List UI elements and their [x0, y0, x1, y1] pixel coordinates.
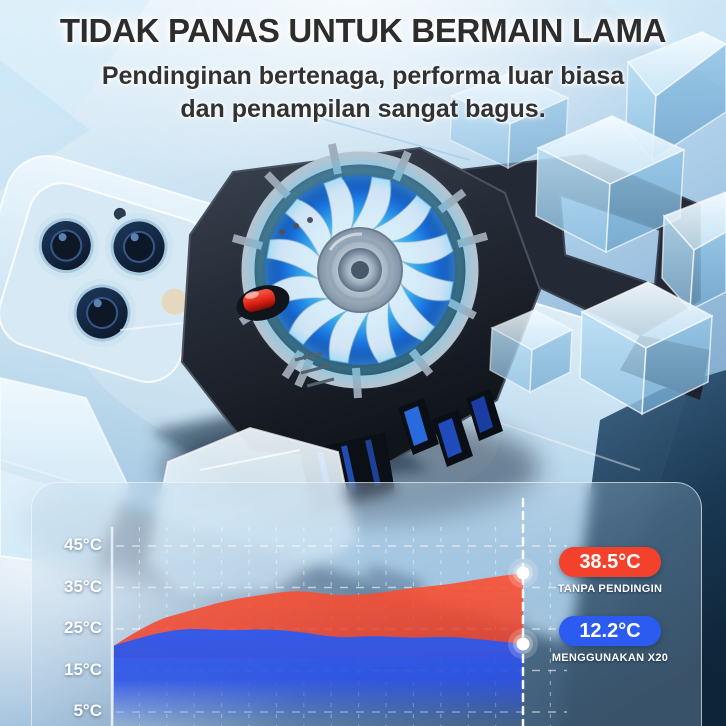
ice-facet	[0, 0, 150, 120]
fan-glow	[250, 160, 470, 380]
fan-hub	[317, 227, 403, 313]
ice-facet	[0, 60, 90, 190]
ice-crack-line	[319, 117, 471, 161]
hot-temp-badge: 38.5°C TANPA PENDINGIN	[540, 547, 680, 595]
camera-lens	[105, 212, 174, 281]
y-axis-tick: 25°C	[64, 618, 102, 637]
y-axis-tick: 5°C	[73, 701, 102, 720]
temperature-chart	[110, 497, 567, 726]
cooler-vent	[398, 389, 503, 467]
subtitle-line-1: Pendinginan bertenaga, performa luar bia…	[101, 62, 625, 90]
camera-sensor	[113, 207, 126, 220]
y-axis-tick: 35°C	[64, 576, 102, 596]
ice-cube	[449, 71, 570, 170]
y-axis-tick: 15°C	[64, 659, 102, 679]
ice-cube	[661, 191, 726, 312]
subtitle-line-2: dan penampilan sangat bagus.	[180, 95, 546, 123]
power-switch	[236, 285, 290, 321]
hot-temp-value: 38.5°C	[559, 547, 661, 577]
camera-lens	[68, 279, 137, 348]
series-area-cold	[114, 629, 523, 726]
ice-cube	[579, 281, 714, 416]
cold-temp-label: MENGGUNAKAN X20	[551, 652, 669, 664]
ice-cube	[489, 309, 574, 394]
endpoint-dot	[516, 566, 530, 580]
camera-lens	[33, 212, 100, 279]
body-dots	[279, 217, 313, 235]
y-axis-tick: 45°C	[64, 535, 102, 554]
page-title: TIDAK PANAS UNTUK BERMAIN LAMA	[59, 12, 667, 49]
camera-flash	[161, 288, 188, 315]
body-hash-marks	[294, 351, 335, 388]
chart-panel: 38.5°C TANPA PENDINGIN 12.2°C MENGGUNAKA…	[31, 482, 702, 726]
cooler-device	[180, 143, 710, 512]
endpoint-dot	[516, 637, 530, 651]
hot-temp-label: TANPA PENDINGIN	[557, 583, 663, 595]
cold-temp-badge: 12.2°C MENGGUNAKAN X20	[540, 616, 680, 664]
cold-temp-value: 12.2°C	[559, 616, 661, 646]
ice-cube	[535, 115, 686, 254]
